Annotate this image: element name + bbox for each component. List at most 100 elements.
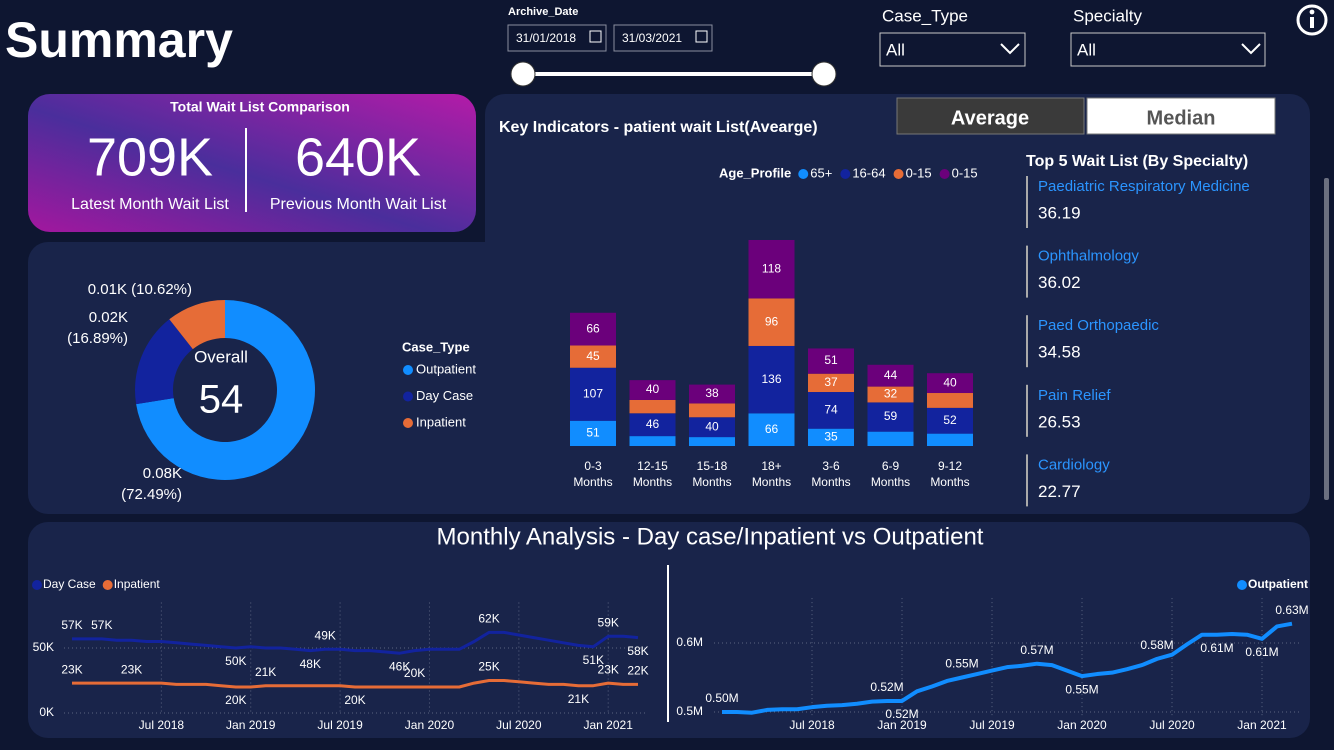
- top5-value: 36.19: [1038, 203, 1081, 222]
- bar-segment: [748, 413, 795, 446]
- bar-value-label: 38: [705, 386, 719, 400]
- legend-marker: [102, 580, 113, 590]
- x-tick-label: Jan 2019: [877, 718, 927, 732]
- x-tick-label: 0-3 Months: [573, 459, 613, 489]
- bar-value-label: 40: [943, 375, 957, 389]
- page-title: Summary: [5, 12, 233, 68]
- data-label: 57K: [91, 618, 112, 632]
- kpi-card: [28, 94, 476, 232]
- data-label: 46K: [389, 659, 410, 673]
- legend-label: Outpatient: [1248, 577, 1308, 591]
- data-label: 23K: [121, 662, 142, 676]
- bar-segment: [689, 384, 735, 404]
- line-series: [722, 621, 1293, 715]
- legend-marker: [798, 169, 809, 179]
- x-tick-label-box: 18+ Months: [752, 459, 791, 489]
- calendar-icon[interactable]: [589, 30, 602, 43]
- legend-marker: [939, 169, 950, 179]
- dropdown-chevron: [1241, 43, 1261, 55]
- bar-value-label: 32: [884, 387, 898, 401]
- bar-value-label: 45: [586, 349, 600, 363]
- x-tick-label: 9-12 Months: [930, 459, 970, 489]
- dropdown-chevron: [1000, 43, 1020, 55]
- kpi-value: 640K: [295, 127, 421, 187]
- toggle-button[interactable]: [896, 97, 1085, 135]
- x-tick-label-box: 6-9 Months: [870, 459, 911, 489]
- bar-value-label: 59: [884, 409, 898, 423]
- x-tick-label: 15-18 Months: [692, 459, 732, 489]
- data-label: 0.61M: [1245, 645, 1278, 659]
- legend-marker: [893, 169, 904, 179]
- slider-handle[interactable]: [811, 61, 837, 87]
- info-icon-stem: [1310, 17, 1314, 28]
- x-tick-label: 12-15 Months: [632, 459, 673, 489]
- bar-segment: [808, 392, 854, 429]
- line-series: [72, 679, 638, 689]
- top5-value: 26.53: [1038, 412, 1081, 431]
- legend-label: Inpatient: [114, 577, 161, 591]
- line-series: [72, 630, 639, 655]
- x-tick-label-box: 3-6 Months: [811, 459, 850, 489]
- data-label: 0.52M: [885, 707, 918, 721]
- top5-value: 36.02: [1038, 273, 1081, 292]
- data-label: 0.52M: [870, 680, 903, 694]
- donut-label: 0.08K (72.49%): [121, 465, 182, 503]
- bar-segment: [748, 298, 795, 346]
- info-icon[interactable]: [1296, 4, 1328, 36]
- dropdown[interactable]: [1070, 32, 1266, 67]
- x-tick-label: 6-9 Months: [870, 459, 911, 489]
- donut-label-box: 0.08K (72.49%): [121, 465, 182, 503]
- bar-value-label: 46: [646, 417, 660, 431]
- kpi-label: Previous Month Wait List: [270, 196, 447, 213]
- donut-label-box: 0.01K (10.62%): [88, 281, 192, 298]
- toggle-label: Average: [951, 107, 1029, 129]
- date-end: 31/03/2021: [622, 31, 682, 45]
- scrollbar[interactable]: [1324, 178, 1329, 500]
- chart-title: Key Indicators - patient wait List(Avear…: [499, 119, 818, 136]
- top5-name: Paediatric Respiratory Medicine: [1038, 178, 1250, 195]
- top5-title: Top 5 Wait List (By Specialty): [1026, 153, 1248, 170]
- date-input[interactable]: [507, 24, 607, 52]
- bar-value-label: 40: [705, 419, 719, 433]
- bar-segment: [867, 402, 914, 432]
- data-label: 50K: [225, 654, 246, 668]
- top5-name: Cardiology: [1038, 456, 1110, 473]
- data-label: 22K: [627, 664, 648, 678]
- top5-name: Paed Orthopaedic: [1038, 317, 1159, 334]
- x-tick-label: Jul 2020: [1149, 718, 1195, 732]
- dropdown-value: All: [886, 40, 905, 59]
- legend-label: 65+: [810, 165, 832, 180]
- data-label: 49K: [315, 628, 336, 642]
- bar-segment: [689, 437, 735, 446]
- bar-segment: [808, 428, 854, 446]
- legend-label: Outpatient: [416, 361, 476, 376]
- slider-handle[interactable]: [510, 61, 536, 87]
- x-tick-label: Jan 2020: [405, 718, 455, 732]
- legend-marker: [840, 169, 851, 179]
- data-label: 0.63M: [1275, 603, 1308, 617]
- bar-value-label: 51: [824, 353, 838, 367]
- kpi-value: 709K: [87, 127, 213, 187]
- dropdown[interactable]: [879, 32, 1026, 67]
- data-label: 20K: [225, 693, 246, 707]
- bar-segment: [927, 373, 973, 394]
- data-label: 48K: [300, 657, 321, 671]
- calendar-icon[interactable]: [695, 30, 708, 43]
- legend-label: Day Case: [43, 577, 96, 591]
- section-title: Monthly Analysis - Day case/Inpatient vs…: [437, 523, 984, 550]
- legend-title: Age_Profile: [719, 165, 791, 180]
- bar-value-label: 136: [761, 372, 781, 386]
- data-label: 23K: [598, 662, 619, 676]
- legend-marker: [1237, 580, 1247, 590]
- bar-value-label: 51: [586, 426, 600, 440]
- legend-marker: [403, 418, 413, 428]
- date-input[interactable]: [613, 24, 713, 52]
- bar-value-label: 96: [765, 314, 779, 328]
- data-label: 0.58M: [1140, 638, 1173, 652]
- y-tick-label: 50K: [33, 640, 54, 654]
- bar-value-label: 66: [586, 321, 600, 335]
- toggle-button[interactable]: [1086, 97, 1276, 135]
- bar-segment: [867, 364, 914, 387]
